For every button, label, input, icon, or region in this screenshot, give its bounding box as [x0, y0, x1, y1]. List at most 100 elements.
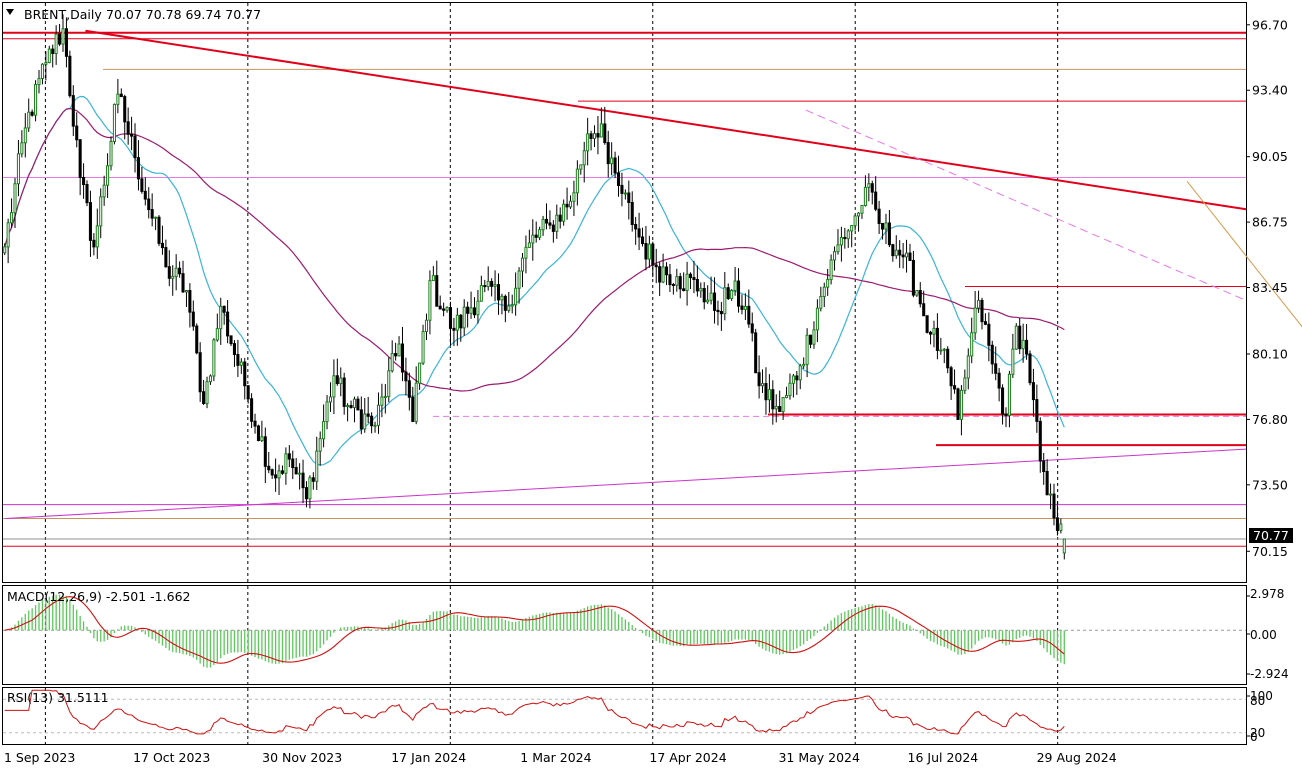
candle-body [788, 382, 792, 397]
candle-body [857, 212, 861, 217]
candle-body [586, 133, 590, 152]
candle-body [280, 470, 284, 474]
candle-body [726, 287, 730, 299]
candle-body [610, 157, 614, 165]
time-axis-label: 17 Apr 2024 [649, 750, 726, 765]
price-candles [3, 14, 1066, 560]
time-axis-label: 17 Jan 2024 [391, 750, 466, 765]
macd-histogram [3, 594, 1246, 668]
price-tick-label: 83.45 [1252, 280, 1288, 295]
candle-body [829, 259, 833, 281]
candle-body [250, 398, 254, 422]
rsi-panel-frame [2, 687, 1247, 745]
macd-signal-line [4, 596, 1065, 664]
symbol-label[interactable]: BRENT,Daily [24, 7, 102, 22]
candle-body [157, 216, 161, 244]
candle-body [699, 288, 703, 292]
candle-body [483, 285, 487, 288]
candle-body [349, 405, 353, 408]
candle-body [147, 198, 151, 211]
candle-body [452, 327, 456, 331]
price-tick-label: 96.70 [1252, 17, 1288, 32]
candle-body [1038, 420, 1042, 462]
candle-body [819, 295, 823, 309]
candle-body [575, 168, 579, 194]
candle-body [496, 284, 501, 301]
candle-body [195, 325, 199, 354]
candle-body [229, 335, 233, 345]
candle-body [394, 353, 398, 357]
candle-body [750, 323, 754, 334]
candle-body [387, 370, 391, 398]
candle-body [757, 372, 761, 387]
candle-body [709, 292, 713, 301]
candle-body [990, 344, 994, 365]
candle-body [95, 225, 99, 248]
candle-body [339, 377, 343, 385]
candle-body [908, 252, 912, 261]
time-axis-label: 1 Mar 2024 [520, 750, 591, 765]
rsi-tick-20: 20 [1250, 726, 1265, 740]
macd-label: MACD(12,26,9) -2.501 -1.662 [7, 589, 190, 604]
candle-body [414, 382, 418, 422]
candle-body [219, 305, 223, 330]
candle-body [723, 287, 727, 315]
dropdown-triangle-icon[interactable] [6, 9, 14, 15]
candle-body [620, 184, 624, 194]
candle-body [270, 469, 274, 476]
candle-body [181, 273, 185, 293]
candle-body [68, 55, 72, 97]
candle-body [510, 304, 514, 307]
candle-body [785, 395, 789, 399]
candle-body [616, 172, 621, 186]
candle-body [798, 365, 802, 381]
candle-body [863, 186, 867, 206]
candle-body [606, 142, 610, 165]
candle-body [130, 133, 134, 137]
candle-body [212, 339, 216, 377]
candle-body [256, 425, 260, 442]
candle-body [188, 290, 192, 313]
candle-body [551, 224, 555, 232]
candle-body [431, 275, 435, 282]
candle-body [891, 244, 895, 257]
candle-body [428, 280, 432, 321]
candle-body [589, 133, 593, 139]
candle-body [1018, 325, 1022, 350]
macd-tick-bottom: -2.924 [1250, 667, 1289, 681]
candle-body [407, 380, 411, 398]
candle-body [1007, 373, 1011, 416]
candle-body [658, 266, 662, 283]
candle-body [308, 477, 312, 500]
candle-body [767, 389, 771, 401]
candle-body [929, 331, 933, 335]
candle-body [826, 279, 830, 288]
candle-body [774, 405, 778, 410]
candle-body [160, 242, 164, 249]
candle-body [692, 277, 696, 281]
candle-body [867, 183, 871, 188]
candle-body [459, 314, 463, 329]
candle-body [647, 243, 651, 260]
candle-body [905, 252, 909, 258]
candle-body [822, 286, 826, 297]
candle-body [637, 228, 641, 238]
candle-body [846, 230, 850, 240]
candle-body [363, 413, 367, 430]
candle-body [764, 383, 768, 401]
candle-body [565, 203, 569, 208]
time-axis-label: 17 Oct 2023 [133, 750, 210, 765]
candle-body [400, 343, 405, 373]
candle-body [572, 192, 576, 202]
candle-body [809, 334, 813, 345]
candle-body [548, 222, 552, 226]
candle-body [418, 362, 422, 384]
candle-body [517, 270, 521, 289]
candle-body [678, 276, 682, 290]
candle-body [380, 396, 384, 406]
candle-body [682, 288, 686, 291]
time-axis-label: 29 Aug 2024 [1037, 750, 1117, 765]
candle-body [1055, 517, 1059, 531]
time-axis-label: 30 Nov 2023 [262, 750, 342, 765]
